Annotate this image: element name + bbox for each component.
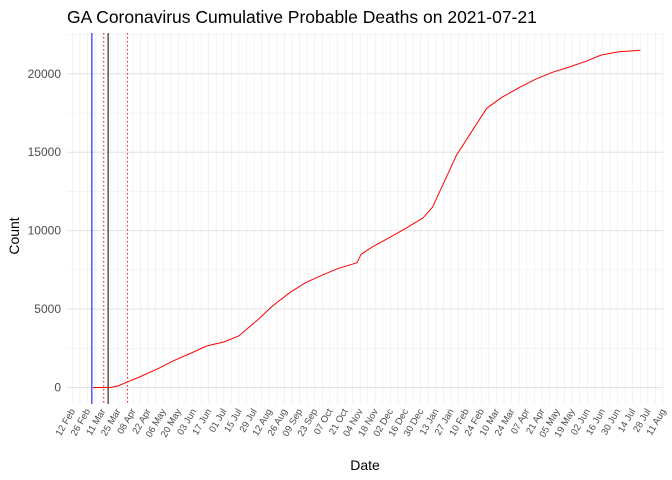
chart-title: GA Coronavirus Cumulative Probable Death… — [67, 7, 537, 27]
y-tick-label: 0 — [54, 381, 61, 395]
series-layer — [93, 49, 641, 388]
y-tick-label: 15000 — [28, 145, 62, 159]
y-tick-label: 20000 — [28, 67, 62, 81]
y-tick-label: 10000 — [28, 224, 62, 238]
reference-lines — [91, 33, 129, 404]
grid — [67, 33, 664, 404]
y-axis-title: Count — [6, 217, 22, 254]
y-tick-label: 5000 — [34, 302, 61, 316]
x-axis-title: Date — [350, 457, 380, 473]
y-axis-ticks: 0 5000 10000 15000 20000 — [28, 67, 62, 395]
series-line — [93, 49, 641, 388]
